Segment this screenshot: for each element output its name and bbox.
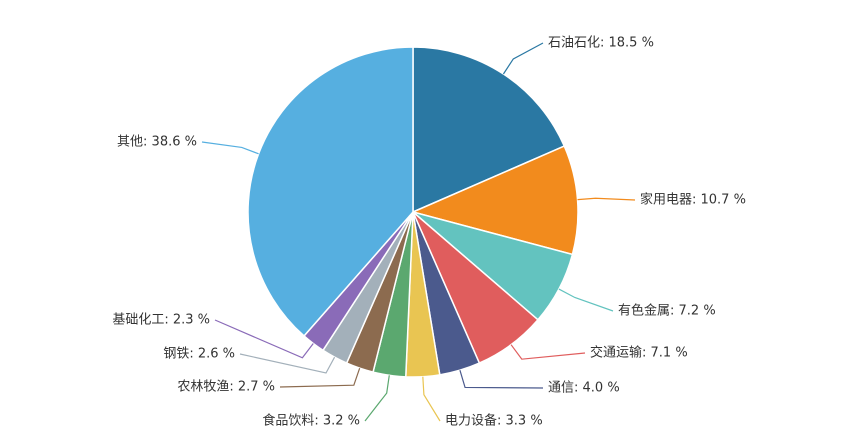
leader-line: [502, 42, 544, 75]
slice-label: 基础化工: 2.3 %: [112, 313, 210, 328]
leader-line: [422, 376, 441, 422]
leader-line: [214, 319, 314, 359]
leader-line: [201, 141, 259, 155]
leader-line: [364, 375, 390, 422]
leader-line: [239, 353, 336, 374]
slice-label: 钢铁: 2.6 %: [163, 347, 235, 362]
slice-label: 石油石化: 18.5 %: [548, 36, 654, 51]
slice-label: 农林牧渔: 2.7 %: [177, 380, 275, 395]
leader-line: [577, 197, 636, 201]
pie-slice: [410, 145, 579, 256]
slice-label: 交通运输: 7.1 %: [590, 345, 688, 361]
slice-label: 有色金属: 7.2 %: [618, 303, 716, 319]
leader-line: [459, 370, 544, 389]
slice-label: 通信: 4.0 %: [548, 381, 620, 396]
slice-label: 电力设备: 3.3 %: [445, 413, 543, 429]
slice-label: 其他: 38.6 %: [117, 135, 197, 150]
leader-line: [558, 288, 614, 312]
slice-label: 食品饮料: 3.2 %: [262, 413, 360, 429]
leader-line: [279, 367, 361, 388]
slice-label: 家用电器: 10.7 %: [640, 192, 746, 208]
leader-line: [510, 344, 586, 360]
